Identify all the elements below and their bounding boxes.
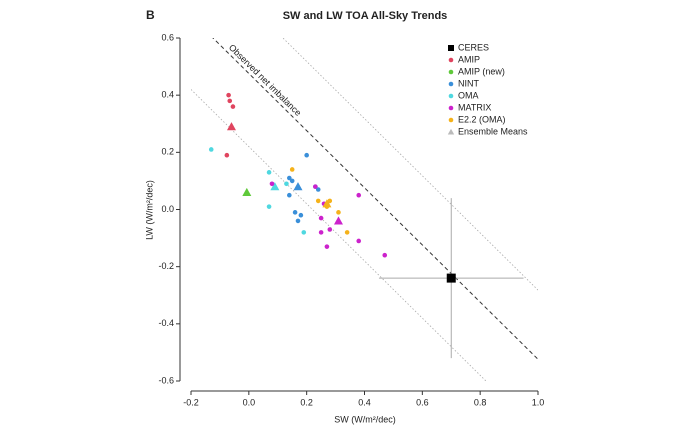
legend-label: AMIP xyxy=(458,54,480,64)
x-axis-label: SW (W/m²/dec) xyxy=(334,414,396,424)
legend-label: MATRIX xyxy=(458,102,491,112)
point xyxy=(324,244,330,249)
legend-marker xyxy=(448,69,454,75)
legend-marker xyxy=(448,105,454,111)
ensemble-mean xyxy=(270,182,280,191)
panel-label: B xyxy=(146,8,155,22)
legend-marker xyxy=(448,81,454,87)
point xyxy=(292,210,298,215)
legend-label: Ensemble Means xyxy=(458,126,528,136)
ensemble-mean xyxy=(293,182,303,191)
point xyxy=(327,227,333,232)
y-tick-label: -0.6 xyxy=(158,375,174,385)
legend-marker xyxy=(447,128,455,135)
point xyxy=(295,218,301,224)
reference-line xyxy=(212,38,538,360)
reference-line xyxy=(282,38,538,291)
legend-label: NINT xyxy=(458,78,479,88)
point xyxy=(344,230,350,235)
legend-label: E2.2 (OMA) xyxy=(458,114,506,124)
x-tick-label: 0.6 xyxy=(416,397,429,407)
y-tick-label: -0.4 xyxy=(158,318,174,328)
point xyxy=(315,198,321,204)
y-tick-label: 0.6 xyxy=(161,32,174,42)
x-tick-label: 0.8 xyxy=(474,397,487,407)
point xyxy=(304,152,309,158)
ensemble-mean xyxy=(322,199,332,208)
y-tick-label: 0.0 xyxy=(161,204,174,214)
ensemble-mean xyxy=(242,187,252,196)
reference-line xyxy=(191,89,487,381)
point xyxy=(266,170,272,175)
y-axis-label: LW (W/m²/dec) xyxy=(144,180,154,240)
y-tick-label: -0.2 xyxy=(158,261,174,271)
y-tick-label: 0.4 xyxy=(161,90,174,100)
point xyxy=(318,215,324,221)
point xyxy=(269,181,275,187)
x-tick-label: 0.4 xyxy=(358,397,371,407)
ensemble-mean xyxy=(226,122,236,131)
point xyxy=(318,230,324,235)
x-tick-label: 0.0 xyxy=(243,397,256,407)
y-tick-label: 0.2 xyxy=(161,147,174,157)
point xyxy=(224,152,230,158)
point xyxy=(382,252,388,258)
point xyxy=(287,175,292,181)
ensemble-mean xyxy=(333,216,343,225)
legend-marker xyxy=(448,57,454,63)
point xyxy=(287,192,292,198)
point xyxy=(226,92,231,98)
point xyxy=(284,181,289,187)
point xyxy=(356,192,362,198)
legend-marker xyxy=(448,117,454,123)
point xyxy=(298,212,304,218)
point xyxy=(266,204,272,209)
point xyxy=(446,273,456,283)
legend-marker xyxy=(448,93,454,99)
point xyxy=(327,198,333,204)
legend-marker xyxy=(448,45,454,51)
point xyxy=(356,238,362,244)
chart-title: SW and LW TOA All-Sky Trends xyxy=(283,10,448,22)
legend-label: OMA xyxy=(458,90,479,100)
x-tick-label: 1.0 xyxy=(532,397,545,407)
point xyxy=(230,104,236,109)
point xyxy=(313,184,318,189)
point xyxy=(289,167,295,172)
legend-label: CERES xyxy=(458,42,489,52)
point xyxy=(301,230,307,235)
x-tick-label: 0.2 xyxy=(300,397,313,407)
point xyxy=(208,147,214,152)
legend-label: AMIP (new) xyxy=(458,66,505,76)
point xyxy=(227,98,233,104)
x-tick-label: -0.2 xyxy=(183,397,199,407)
point xyxy=(289,178,295,184)
point xyxy=(336,210,341,215)
point xyxy=(315,187,321,192)
